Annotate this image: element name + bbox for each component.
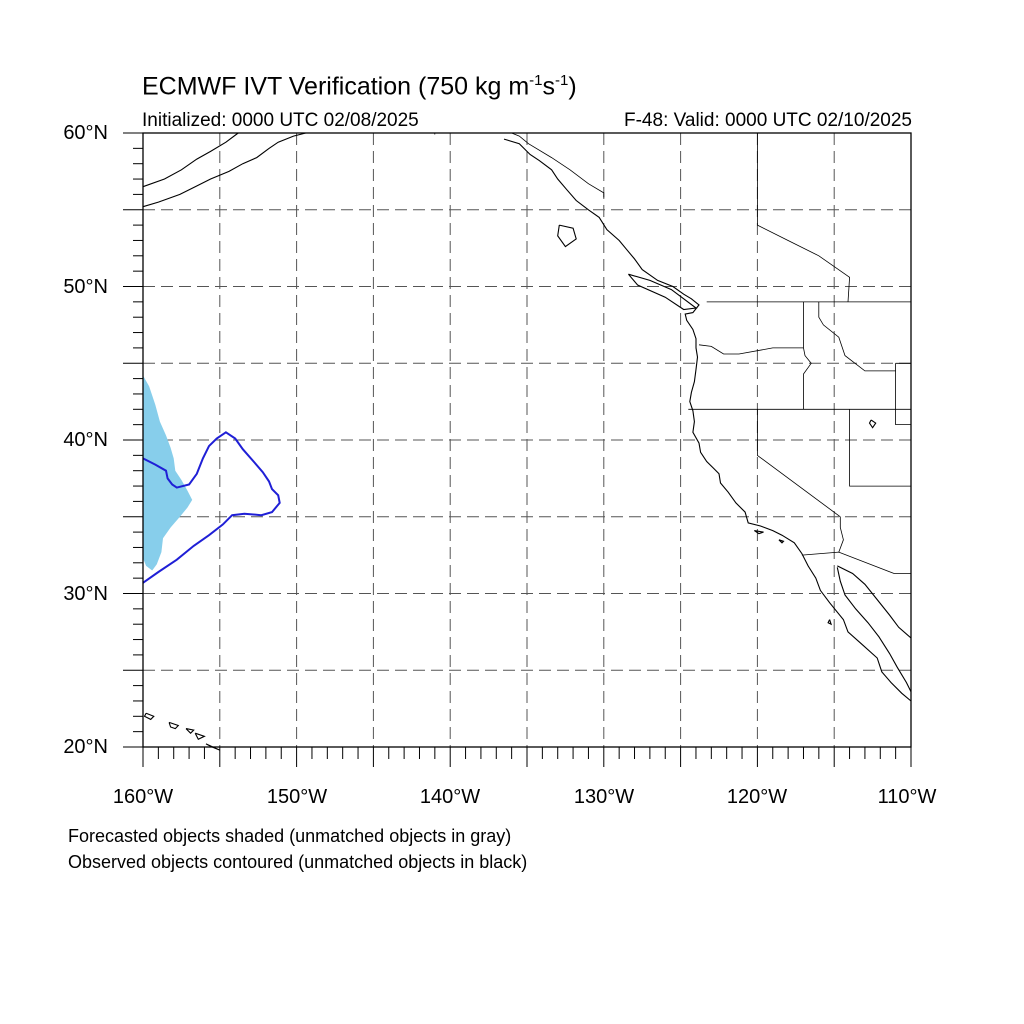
lon-label-160w: 160°W	[112, 786, 174, 808]
border-line	[757, 133, 851, 302]
border-line	[849, 409, 911, 487]
forecast-object-shade	[143, 375, 193, 571]
island-outline	[143, 712, 155, 721]
border-line	[803, 301, 812, 410]
border-line	[698, 344, 804, 355]
observed-object-contour	[142, 431, 281, 584]
coastline-gulf-west	[836, 567, 912, 692]
lon-label-130w: 130°W	[573, 786, 635, 808]
forecast-objects	[143, 375, 193, 571]
graticule-grid	[143, 133, 911, 747]
observed-objects	[142, 431, 281, 584]
coastline-north-america	[503, 138, 912, 702]
island-outline	[194, 732, 206, 741]
map-frame	[123, 132, 912, 767]
lat-label-50: 50°N	[63, 276, 108, 298]
lon-label-120w: 120°W	[726, 786, 788, 808]
island-outline	[168, 721, 180, 730]
lat-label-20: 20°N	[63, 736, 108, 758]
island-outline	[827, 619, 833, 626]
coastline-kamchatka	[142, 132, 239, 188]
island-outline	[557, 224, 577, 248]
border-line	[818, 301, 896, 372]
border-line	[895, 362, 912, 426]
political-borders	[434, 132, 912, 574]
island-outline	[778, 539, 785, 544]
border-line	[838, 516, 844, 553]
island-outline	[627, 273, 698, 311]
init-time-label: Initialized: 0000 UTC 02/08/2025	[142, 110, 419, 131]
border-line	[757, 409, 841, 518]
valid-time-label: F-48: Valid: 0000 UTC 02/10/2025	[624, 110, 912, 131]
island-outline	[868, 419, 877, 429]
lon-label-140w: 140°W	[419, 786, 481, 808]
island-outline	[753, 530, 764, 535]
caption-forecast: Forecasted objects shaded (unmatched obj…	[68, 826, 512, 846]
lon-label-110w: 110°W	[877, 786, 937, 808]
lat-label-60: 60°N	[63, 122, 108, 144]
lat-label-40: 40°N	[63, 429, 108, 451]
caption-observed: Observed objects contoured (unmatched ob…	[68, 852, 528, 872]
coastlines	[142, 132, 912, 751]
coastline-gulf-east	[837, 565, 912, 639]
border-line	[511, 132, 605, 198]
island-outline	[185, 728, 195, 734]
border-line	[801, 551, 911, 574]
lon-label-150w: 150°W	[266, 786, 328, 808]
lat-label-30: 30°N	[63, 583, 108, 605]
figure-title: ECMWF IVT Verification (750 kg m-1s-1)	[142, 72, 577, 101]
coastline-alaska	[142, 132, 306, 208]
